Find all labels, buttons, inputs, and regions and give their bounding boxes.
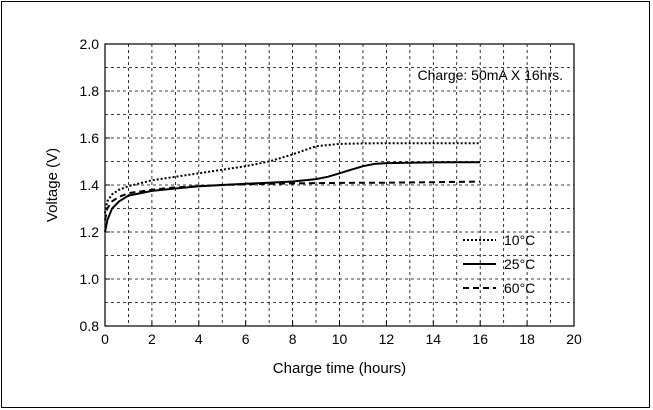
x-tick-label: 0	[101, 331, 109, 347]
x-tick-label: 4	[195, 331, 203, 347]
grid	[105, 44, 574, 326]
legend-label-25C: 25°C	[504, 256, 535, 272]
x-tick-label: 10	[332, 331, 348, 347]
y-tick-label: 1.6	[80, 130, 100, 146]
x-tick-label: 2	[148, 331, 156, 347]
y-tick-label: 1.8	[80, 83, 100, 99]
y-tick-label: 1.0	[80, 271, 100, 287]
y-tick-label: 0.8	[80, 318, 100, 334]
x-axis-label: Charge time (hours)	[273, 360, 406, 377]
legend: 10°C 25°C 60°C	[463, 232, 535, 296]
y-tick-label: 1.2	[80, 224, 100, 240]
y-tick-label: 2.0	[80, 36, 100, 52]
y-tick-label: 1.4	[80, 177, 100, 193]
series-line-60C	[104, 180, 481, 221]
legend-label-60C: 60°C	[504, 280, 535, 296]
tick-labels: 0 2 4 6 8 10 12 14 16 18 20 0.8 1.0 1.2 1.4 1.6 1.8 2.0	[80, 36, 582, 347]
x-tick-label: 12	[379, 331, 395, 347]
charge-annotation: Charge: 50mA X 16hrs.	[417, 67, 563, 83]
x-tick-label: 8	[289, 331, 297, 347]
y-axis-label: Voltage (V)	[44, 148, 61, 222]
x-tick-label: 18	[519, 331, 535, 347]
series-line-25C	[104, 161, 481, 233]
x-tick-label: 16	[472, 331, 488, 347]
series-line-10C	[104, 142, 481, 214]
legend-label-10C: 10°C	[504, 232, 535, 248]
x-tick-label: 20	[566, 331, 582, 347]
x-tick-label: 14	[426, 331, 442, 347]
series-lines	[104, 142, 481, 233]
x-tick-label: 6	[242, 331, 250, 347]
